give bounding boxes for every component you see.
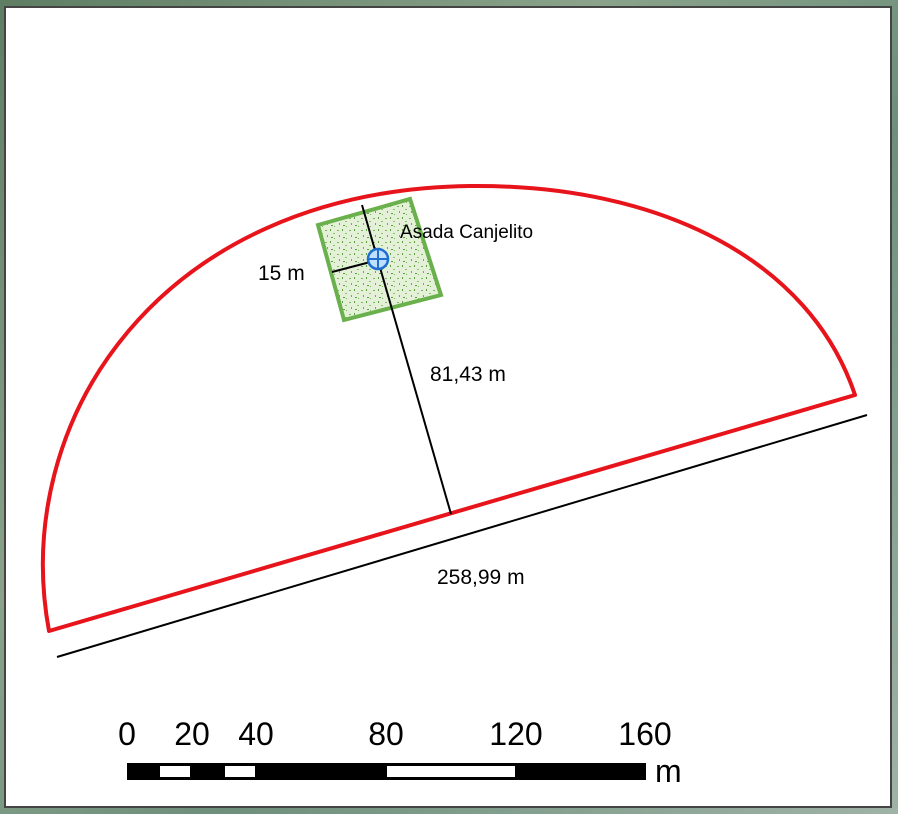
base-length-label: 258,99 m bbox=[437, 566, 525, 589]
base-reference-line bbox=[56, 414, 868, 658]
radius-label: 15 m bbox=[258, 262, 305, 285]
well-marker-icon bbox=[366, 247, 390, 271]
scale-tick-80: 80 bbox=[368, 716, 404, 752]
scale-tick-40: 40 bbox=[238, 716, 274, 752]
scale-unit: m bbox=[655, 753, 682, 789]
scale-bar: 0 20 40 80 120 160 m bbox=[118, 716, 682, 789]
depth-label: 81,43 m bbox=[430, 363, 506, 386]
scale-tick-0: 0 bbox=[118, 716, 136, 752]
scale-tick-20: 20 bbox=[174, 716, 210, 752]
scale-tick-120: 120 bbox=[489, 716, 542, 752]
scale-tick-160: 160 bbox=[618, 716, 671, 752]
protection-boundary bbox=[40, 183, 857, 633]
map-panel bbox=[4, 6, 892, 808]
site-label: Asada Canjelito bbox=[400, 222, 533, 243]
